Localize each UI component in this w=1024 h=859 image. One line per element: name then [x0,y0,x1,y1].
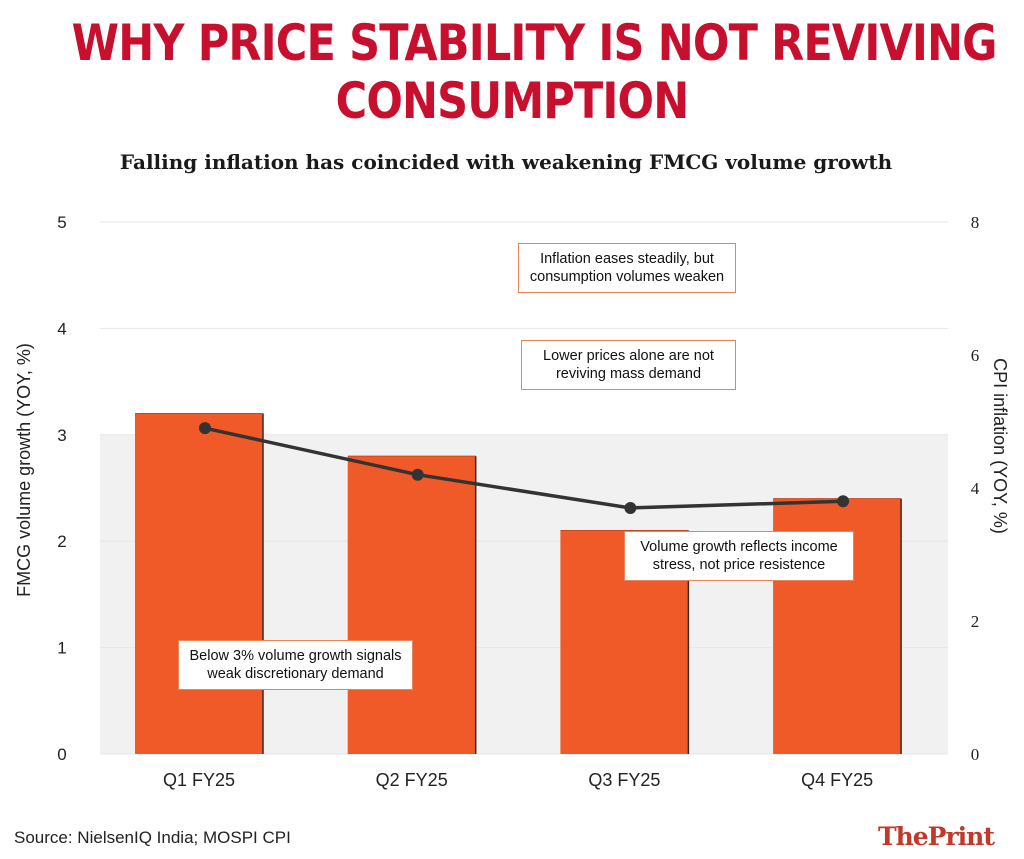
category-label: Q2 FY25 [376,770,448,790]
cpi-point [411,468,424,481]
y-tick-label: 1 [57,639,66,658]
annotation-lower-prices: Lower prices alone are not reviving mass… [521,340,736,390]
y-tick-label: 2 [57,532,66,551]
title-line-2: CONSUMPTION [335,72,690,130]
bar [135,413,263,754]
chart-subtitle: Falling inflation has coincided with wea… [119,150,893,174]
annotation-inflation-eases: Inflation eases steadily, but consumptio… [518,243,736,293]
y-right-tick-label: 2 [971,612,980,631]
category-labels: Q1 FY25 Q2 FY25 Q3 FY25 Q4 FY25 [163,770,873,790]
annotation-income-stress: Volume growth reflects income stress, no… [624,531,854,581]
y-right-tick-label: 8 [971,213,980,232]
y-tick-label: 3 [57,426,66,445]
cpi-point [199,422,211,435]
right-axis-ticks: 0 2 4 6 8 [971,213,980,764]
theprint-logo: ThePrint [878,822,995,851]
y-tick-label: 4 [57,319,66,338]
source-note: Source: NielsenIQ India; MOSPI CPI [14,828,291,847]
y-right-tick-label: 4 [971,479,980,498]
left-axis-ticks: 0 1 2 3 4 5 [57,213,66,764]
y-right-tick-label: 6 [971,346,980,365]
y-tick-label: 0 [57,745,66,764]
annotation-below-3pct: Below 3% volume growth signals weak disc… [178,640,413,690]
cpi-series-line [204,426,844,510]
y-tick-label: 5 [57,213,66,232]
cpi-point [624,501,637,514]
chart-title: WHY PRICE STABILITY IS NOT REVIVING CONS… [71,14,998,130]
bar [347,456,476,754]
category-label: Q1 FY25 [163,770,235,790]
category-label: Q4 FY25 [801,770,873,790]
cpi-point [837,495,850,508]
y-axis-label-right: CPI inflation (YOY, %) [990,358,1010,534]
y-right-tick-label: 0 [971,745,980,764]
title-line-1: WHY PRICE STABILITY IS NOT REVIVING [71,14,998,72]
category-label: Q3 FY25 [588,770,660,790]
cpi-line [199,422,850,514]
y-axis-label: FMCG volume growth (YOY, %) [14,343,34,597]
